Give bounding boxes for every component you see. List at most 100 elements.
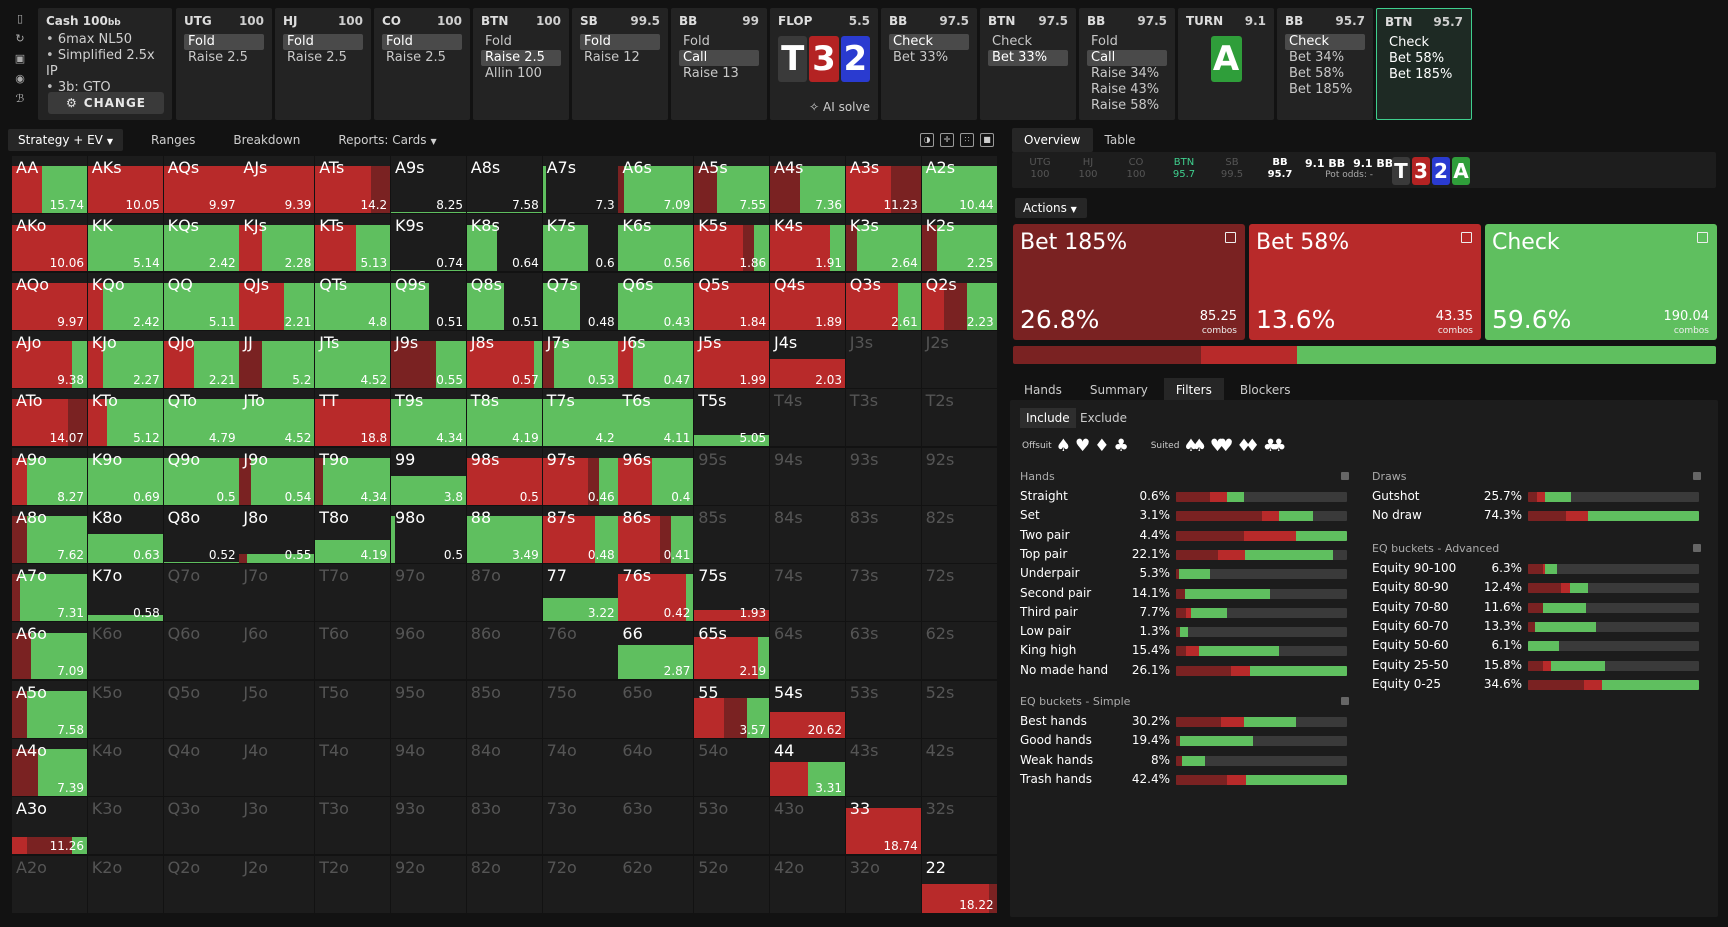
filter-row[interactable]: No made hand 26.1% [1020, 662, 1349, 680]
hand-cell[interactable]: K5s 1.86 [694, 214, 770, 272]
node-card-btn[interactable]: BTN 95.7 Check Bet 58% Bet 185% [1376, 8, 1472, 120]
hand-cell[interactable]: QJs 2.21 [239, 272, 315, 330]
hand-cell[interactable]: K2o [87, 855, 163, 913]
hand-cell[interactable]: A9s 8.25 [391, 156, 466, 213]
hand-cell[interactable]: J4s 2.03 [770, 330, 845, 388]
filter-row[interactable]: Equity 70-80 11.6% [1372, 599, 1701, 617]
hand-cell[interactable]: 63s [845, 622, 921, 680]
hand-cell[interactable]: 92s [921, 447, 997, 505]
hand-cell[interactable]: 77 3.22 [542, 564, 618, 622]
hand-cell[interactable]: 66 2.87 [618, 622, 694, 680]
hand-cell[interactable]: 44 3.31 [770, 739, 845, 796]
hand-cell[interactable]: 65s 2.19 [694, 622, 770, 680]
hand-cell[interactable]: J7o [239, 564, 315, 622]
hand-cell[interactable]: T5s 5.05 [694, 389, 770, 447]
node-card-utg[interactable]: UTG 100 Fold Raise 2.5 [176, 8, 272, 120]
hand-cell[interactable]: 87s 0.48 [542, 505, 618, 563]
hand-cell[interactable]: 93o [391, 797, 466, 855]
hand-cell[interactable]: T5o [315, 680, 391, 738]
hand-cell[interactable]: 83s [845, 505, 921, 563]
hand-cell[interactable]: K8o 0.63 [87, 505, 163, 563]
collapse-icon[interactable] [1693, 544, 1701, 552]
hand-cell[interactable]: AQs 9.97 [163, 156, 239, 213]
hand-cell[interactable]: 97s 0.46 [542, 447, 618, 505]
bookmark-icon[interactable]: ▯ [16, 12, 24, 25]
hand-cell[interactable]: J8o 0.55 [239, 505, 315, 563]
hand-cell[interactable]: 64s [770, 622, 845, 680]
hand-cell[interactable]: 75o [542, 680, 618, 738]
hand-cell[interactable]: Q6o [163, 622, 239, 680]
hand-cell[interactable]: KQo 2.42 [87, 272, 163, 330]
hand-cell[interactable]: Q4s 1.89 [770, 272, 845, 330]
hand-cell[interactable]: J5s 1.99 [694, 330, 770, 388]
hand-cell[interactable]: 83o [466, 797, 542, 855]
hand-cell[interactable]: J8s 0.57 [466, 330, 542, 388]
hand-cell[interactable]: 64o [618, 739, 694, 796]
hand-cell[interactable]: 43s [845, 739, 921, 796]
hand-cell[interactable]: 86s 0.41 [618, 505, 694, 563]
hand-cell[interactable]: T7o [315, 564, 391, 622]
hand-cell[interactable]: A5s 7.55 [694, 156, 770, 213]
hand-cell[interactable]: ATs 14.2 [315, 156, 391, 213]
hand-cell[interactable]: J6s 0.47 [618, 330, 694, 388]
node-action[interactable]: Raise 58% [1091, 98, 1160, 113]
hand-cell[interactable]: 22 18.22 [921, 855, 997, 913]
toolbar-tab[interactable]: Ranges [141, 129, 205, 151]
suited-heart-icon[interactable]: ♥♥ [1209, 436, 1234, 456]
hand-cell[interactable]: A7s 7.3 [542, 156, 618, 213]
bottom-tab[interactable]: Filters [1163, 378, 1224, 402]
node-action[interactable]: Raise 2.5 [386, 50, 446, 65]
hand-cell[interactable]: 99 3.8 [391, 447, 466, 505]
hand-cell[interactable]: 72o [542, 855, 618, 913]
hand-cell[interactable]: Q2o [163, 855, 239, 913]
hand-cell[interactable]: K3s 2.64 [845, 214, 921, 272]
filter-row[interactable]: Equity 50-60 6.1% [1372, 637, 1701, 655]
hand-cell[interactable]: 88 3.49 [466, 505, 542, 563]
action-card-bet-185-[interactable]: Bet 185% 26.8% 85.25 combos [1013, 224, 1245, 340]
hand-cell[interactable]: Q3o [163, 797, 239, 855]
filter-row[interactable]: Second pair 14.1% [1020, 585, 1349, 603]
collapse-icon[interactable] [1341, 472, 1349, 480]
heart-icon[interactable]: ♥ [1074, 436, 1091, 456]
expand-icon[interactable] [1225, 232, 1236, 243]
hand-cell[interactable]: 92o [391, 855, 466, 913]
hand-cell[interactable]: A8s 7.58 [466, 156, 542, 213]
hand-cell[interactable]: J4o [239, 739, 315, 796]
filter-row[interactable]: Best hands 30.2% [1020, 713, 1349, 731]
hand-cell[interactable]: T6o [315, 622, 391, 680]
grid-icon[interactable]: ∷ [960, 133, 974, 147]
hand-cell[interactable]: T2s [921, 389, 997, 447]
node-card-btn[interactable]: BTN 97.5 Check Bet 33% [980, 8, 1076, 120]
node-action[interactable]: Check [889, 34, 969, 50]
hand-cell[interactable]: K9o 0.69 [87, 447, 163, 505]
hand-cell[interactable]: 85o [466, 680, 542, 738]
node-action[interactable]: Fold [1091, 34, 1118, 49]
hand-cell[interactable]: Q7o [163, 564, 239, 622]
node-card-co[interactable]: CO 100 Fold Raise 2.5 [374, 8, 470, 120]
hand-cell[interactable]: 94o [391, 739, 466, 796]
node-action[interactable]: Call [679, 50, 759, 66]
hand-cell[interactable]: K7s 0.6 [542, 214, 618, 272]
hand-cell[interactable]: A2o [12, 855, 87, 913]
suited-spade-icon[interactable]: ♠♠ [1183, 436, 1207, 456]
filter-row[interactable]: Low pair 1.3% [1020, 623, 1349, 641]
filter-row[interactable]: Equity 0-25 34.6% [1372, 676, 1701, 694]
hand-cell[interactable]: AJo 9.38 [12, 330, 87, 388]
node-action[interactable]: Fold [184, 34, 264, 50]
filter-row[interactable]: No draw 74.3% [1372, 507, 1701, 525]
hand-cell[interactable]: K6s 0.56 [618, 214, 694, 272]
hand-cell[interactable]: K5o [87, 680, 163, 738]
hand-cell[interactable]: 32o [845, 855, 921, 913]
toolbar-tab[interactable]: Strategy + EV ▼ [8, 129, 124, 151]
node-action[interactable]: Bet 185% [1389, 67, 1453, 82]
path-node[interactable]: SB 99.5 [1212, 157, 1252, 183]
hand-cell[interactable]: TT 18.8 [315, 389, 391, 447]
node-action[interactable]: Bet 58% [1389, 51, 1445, 66]
hand-cell[interactable]: A4o 7.39 [12, 739, 87, 796]
bottom-tab[interactable]: Hands [1024, 383, 1062, 397]
filter-row[interactable]: Equity 25-50 15.8% [1372, 657, 1701, 675]
hand-cell[interactable]: JTs 4.52 [315, 330, 391, 388]
toolbar-tab[interactable]: Reports: Cards ▼ [328, 129, 446, 151]
filter-row[interactable]: Weak hands 8% [1020, 752, 1349, 770]
hand-cell[interactable]: K4o [87, 739, 163, 796]
